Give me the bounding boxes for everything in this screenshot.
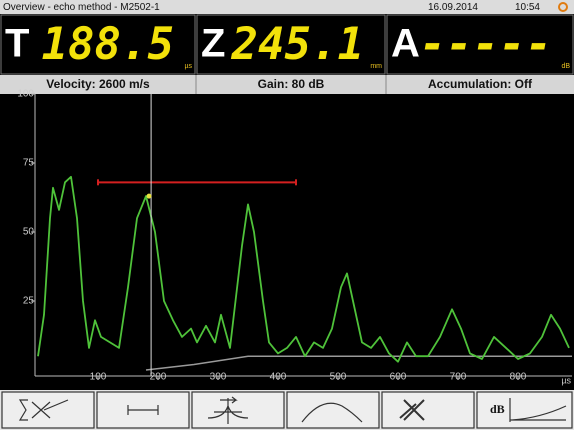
x-tick-label: 300 [210, 372, 227, 383]
x-tick-label: 100 [90, 372, 107, 383]
icon-range [127, 405, 159, 415]
readout-label: A [391, 22, 420, 66]
icon-dac [509, 398, 567, 422]
header-date: 16.09.2014 [428, 2, 478, 13]
icon-probe [399, 399, 425, 421]
header-time: 10:54 [515, 2, 540, 13]
y-tick-label: 25 [23, 296, 35, 307]
db-label: dB [490, 402, 505, 416]
readout-label: T [5, 22, 29, 66]
x-tick-label: 400 [270, 372, 287, 383]
x-tick-label: 700 [450, 372, 467, 383]
plot-area [35, 94, 574, 390]
gain: Gain: 80 dB [258, 77, 325, 91]
readouts: T 188.5 µs Z 245.1 mm A ----- dB [0, 14, 574, 75]
readout-value: 188.5 [42, 19, 174, 70]
status-icon [558, 2, 568, 12]
x-tick-label: 600 [390, 372, 407, 383]
x-tick-label: 200 [150, 372, 167, 383]
velocity: Velocity: 2600 m/s [46, 77, 150, 91]
readout-box [0, 14, 196, 75]
icon-gate [207, 396, 249, 424]
status-bar [0, 75, 574, 94]
tool-button[interactable] [381, 391, 475, 429]
readout-label: Z [201, 22, 225, 66]
x-tick-label: 800 [510, 372, 527, 383]
readout-box [386, 14, 574, 75]
icon-curve [301, 402, 363, 423]
y-tick-label: 50 [23, 227, 35, 238]
readout-unit: µs [184, 63, 192, 70]
echo-signal [37, 175, 570, 363]
icon-sum [18, 399, 69, 421]
header-title: Overview - echo method - M2502-1 [3, 2, 160, 13]
tool-button[interactable] [286, 391, 380, 429]
y-tick-label: 75 [23, 158, 35, 169]
x-unit: µs [561, 375, 571, 385]
readout-value: 245.1 [231, 19, 364, 70]
a-scan: 25 50 75 100 100 200 300 400 500 600 700 800 µs [17, 89, 574, 390]
dac-curve [145, 355, 572, 371]
peak-marker [146, 193, 152, 199]
readout-box [196, 14, 386, 75]
x-tick-label: 500 [330, 372, 347, 383]
tool-button[interactable] [1, 391, 95, 429]
header-bar [0, 0, 574, 14]
y-tick-label: 100 [17, 89, 34, 100]
tool-button[interactable] [191, 391, 285, 429]
accumulation: Accumulation: Off [428, 77, 533, 91]
readout-unit: dB [561, 63, 570, 70]
readout-value: ----- [420, 19, 552, 70]
readout-unit: mm [370, 63, 382, 70]
